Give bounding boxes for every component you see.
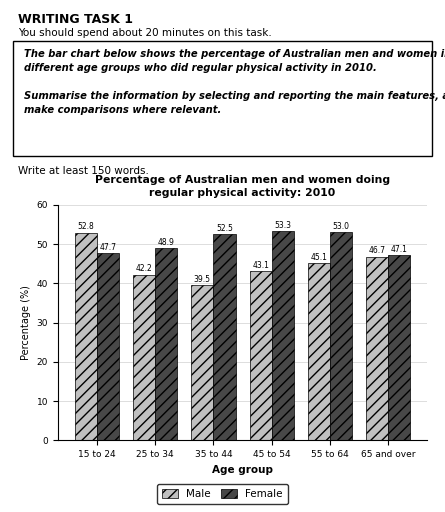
Bar xyxy=(75,233,97,440)
Title: Percentage of Australian men and women doing
regular physical activity: 2010: Percentage of Australian men and women d… xyxy=(95,175,390,199)
Text: Write at least 150 words.: Write at least 150 words. xyxy=(18,166,149,177)
Text: WRITING TASK 1: WRITING TASK 1 xyxy=(18,13,133,26)
Text: 42.2: 42.2 xyxy=(136,264,152,273)
Bar xyxy=(330,232,352,440)
Bar xyxy=(388,255,410,440)
Text: 48.9: 48.9 xyxy=(158,238,174,247)
Bar xyxy=(214,234,235,440)
Text: 43.1: 43.1 xyxy=(252,261,269,269)
Text: 53.3: 53.3 xyxy=(274,221,291,229)
Bar xyxy=(155,248,177,440)
X-axis label: Age group: Age group xyxy=(212,464,273,475)
Bar xyxy=(271,231,294,440)
Text: You should spend about 20 minutes on this task.: You should spend about 20 minutes on thi… xyxy=(18,28,271,38)
Text: 52.8: 52.8 xyxy=(77,223,94,231)
Bar xyxy=(191,285,214,440)
Text: 39.5: 39.5 xyxy=(194,275,211,284)
Text: 47.7: 47.7 xyxy=(99,243,116,251)
Text: 52.5: 52.5 xyxy=(216,224,233,232)
Text: 53.0: 53.0 xyxy=(332,222,349,231)
Legend: Male, Female: Male, Female xyxy=(157,484,288,504)
Text: The bar chart below shows the percentage of Australian men and women in
differen: The bar chart below shows the percentage… xyxy=(24,49,445,115)
Y-axis label: Percentage (%): Percentage (%) xyxy=(21,285,31,360)
Text: 45.1: 45.1 xyxy=(311,253,328,262)
Text: 46.7: 46.7 xyxy=(369,246,386,255)
Text: 47.1: 47.1 xyxy=(391,245,408,254)
Bar xyxy=(97,253,119,440)
Bar xyxy=(250,271,271,440)
Bar xyxy=(133,274,155,440)
Bar xyxy=(366,257,388,440)
Bar xyxy=(308,263,330,440)
